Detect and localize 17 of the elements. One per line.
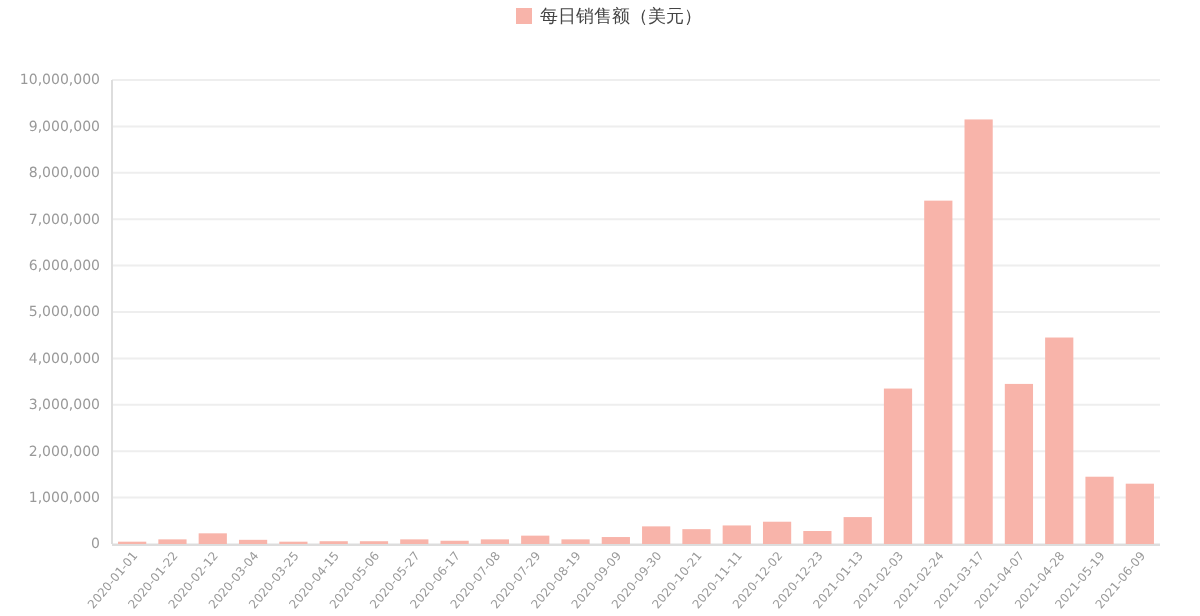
bar (924, 200, 953, 544)
bar (1004, 383, 1034, 544)
bar (642, 526, 671, 544)
bar (601, 537, 630, 544)
bar (521, 535, 550, 544)
bar (1045, 337, 1074, 544)
bar (883, 388, 913, 544)
bar (1125, 483, 1154, 544)
legend-label: 每日销售额（美元） (540, 6, 702, 28)
bar (803, 531, 832, 544)
bar (682, 529, 711, 544)
bar (964, 119, 993, 544)
bar (722, 525, 751, 544)
bar (198, 533, 227, 544)
bar (843, 517, 872, 544)
bar (762, 521, 792, 544)
bar (1085, 476, 1114, 544)
